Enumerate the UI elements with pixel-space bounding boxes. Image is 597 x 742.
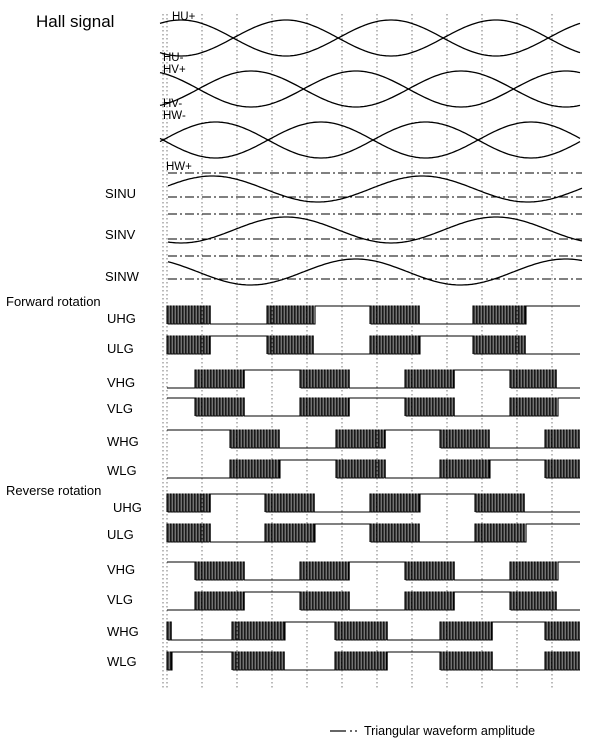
reverse-label-ulg: ULG: [107, 527, 134, 542]
reverse-uhg-trace-path: [166, 493, 580, 513]
reverse-label-vhg: VHG: [107, 562, 135, 577]
sin-u-wave: [167, 175, 583, 203]
forward-label-uhg: UHG: [107, 311, 136, 326]
reverse-wlg-trace: [166, 651, 580, 671]
forward-whg-trace: [167, 429, 580, 449]
reverse-rotation-heading: Reverse rotation: [6, 483, 101, 498]
forward-rotation-heading: Forward rotation: [6, 294, 101, 309]
hall-label-hw-plus: HW+: [166, 161, 192, 173]
hall-label-hu-plus: HU+: [172, 11, 196, 23]
reverse-ulg-trace-path: [166, 523, 580, 543]
sin-label-u: SINU: [105, 186, 136, 201]
gate-drive-waveforms: [166, 305, 580, 671]
hall-signal-waveforms: [159, 19, 581, 159]
forward-label-wlg: WLG: [107, 463, 137, 478]
forward-vhg-trace: [167, 369, 580, 389]
sin-v-wave: [167, 216, 583, 244]
forward-vlg-trace: [167, 397, 580, 417]
hall-label-hw-minus: HW-: [163, 110, 186, 122]
reverse-label-vlg: VLG: [107, 592, 133, 607]
forward-uhg-trace-path: [166, 305, 580, 325]
hall-w-minus-wave: [159, 121, 581, 159]
forward-wlg-trace-path: [167, 459, 580, 479]
hall-v-minus-wave: [159, 70, 581, 108]
reverse-vhg-trace-path: [167, 561, 580, 581]
forward-wlg-trace: [167, 459, 580, 479]
reverse-vlg-trace: [167, 591, 580, 611]
reverse-uhg-trace: [166, 493, 580, 513]
hall-u-plus-wave: [159, 19, 581, 57]
sin-label-w: SINW: [105, 269, 140, 284]
forward-label-vlg: VLG: [107, 401, 133, 416]
vertical-grid-lines: [162, 14, 553, 690]
forward-uhg-trace: [166, 305, 580, 325]
legend-dot-icon: [350, 730, 352, 732]
hall-label-hv-plus: HV+: [163, 64, 186, 76]
hall-label-hu-minus: HU-: [163, 52, 184, 64]
sin-waveforms: [167, 175, 583, 286]
triangular-amplitude-lines: [168, 172, 582, 280]
hall-signal-title: Hall signal: [36, 12, 114, 31]
sin-w-wave: [167, 258, 583, 286]
forward-ulg-trace-path: [166, 335, 580, 355]
hall-w-plus-wave: [159, 121, 581, 159]
forward-label-ulg: ULG: [107, 341, 134, 356]
forward-vlg-trace-path: [167, 397, 580, 417]
reverse-vlg-trace-path: [167, 591, 580, 611]
hall-u-minus-wave: [159, 19, 581, 57]
reverse-vhg-trace: [167, 561, 580, 581]
forward-vhg-trace-path: [167, 369, 580, 389]
forward-label-whg: WHG: [107, 434, 139, 449]
hall-v-plus-wave: [159, 70, 581, 108]
reverse-wlg-trace-path: [166, 651, 580, 671]
forward-whg-trace-path: [167, 429, 580, 449]
forward-ulg-trace: [166, 335, 580, 355]
hall-label-hv-minus: HV-: [163, 98, 182, 110]
legend-text: Triangular waveform amplitude: [364, 724, 535, 738]
reverse-label-wlg: WLG: [107, 654, 137, 669]
reverse-ulg-trace: [166, 523, 580, 543]
forward-label-vhg: VHG: [107, 375, 135, 390]
reverse-label-uhg: UHG: [113, 500, 142, 515]
reverse-whg-trace-path: [166, 621, 580, 641]
reverse-label-whg: WHG: [107, 624, 139, 639]
reverse-whg-trace: [166, 621, 580, 641]
legend: Triangular waveform amplitude: [330, 724, 535, 738]
legend-dot-icon: [355, 730, 357, 732]
sin-label-v: SINV: [105, 227, 136, 242]
